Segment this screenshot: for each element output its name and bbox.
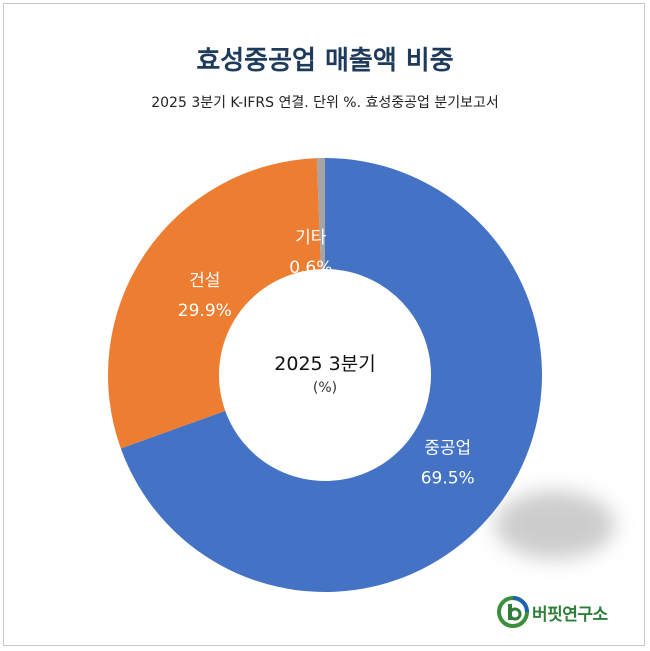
slice-value-label: 0.6% xyxy=(289,258,332,278)
chart-subtitle: 2025 3분기 K-IFRS 연결. 단위 %. 효성중공업 분기보고서 xyxy=(151,95,499,111)
slice-labels: 중공업 69.5% 건설 29.9% 기타 0.6% xyxy=(178,228,475,488)
slice-3 xyxy=(316,158,325,270)
slice-2 xyxy=(108,158,322,449)
brand-logo: 버핏연구소 xyxy=(497,595,637,629)
center-label: 2025 3분기 xyxy=(274,353,375,375)
slice-value-label: 69.5% xyxy=(421,468,475,488)
slice-name-label: 건설 xyxy=(189,271,220,291)
donut-slices xyxy=(108,158,543,592)
slice-name-label: 기타 xyxy=(295,228,327,248)
donut-shadow xyxy=(495,491,615,559)
brand-logo-icon xyxy=(497,596,529,628)
slice-value-label: 29.9% xyxy=(178,301,232,321)
chart-title: 효성중공업 매출액 비중 xyxy=(196,46,454,76)
slice-1 xyxy=(120,158,543,592)
brand-name: 버핏연구소 xyxy=(532,604,608,625)
center-sublabel: (%) xyxy=(313,380,337,396)
slice-name-label: 중공업 xyxy=(424,438,471,458)
